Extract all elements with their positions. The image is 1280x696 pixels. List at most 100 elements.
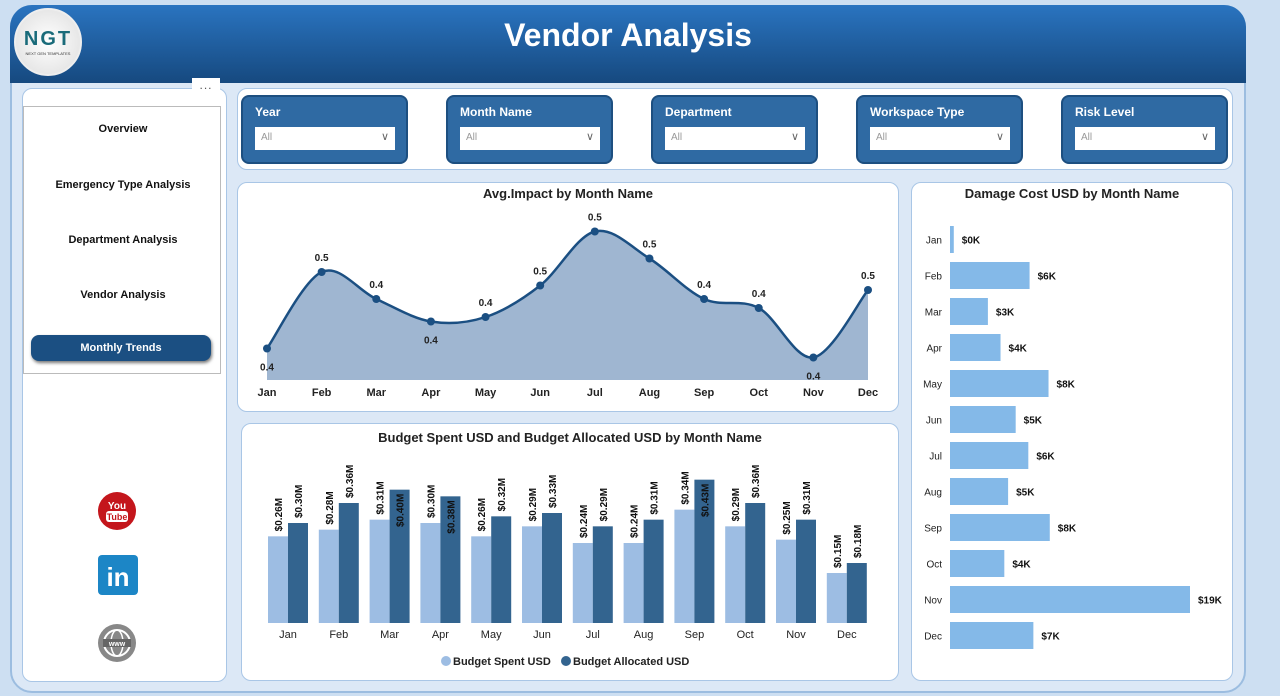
- filter-month-name: Month Name All ∨: [446, 95, 613, 164]
- x-tick-label: May: [481, 629, 502, 641]
- damage-bar: [950, 334, 1001, 361]
- y-tick-label: Jan: [926, 236, 942, 247]
- x-tick-label: Jan: [279, 629, 297, 641]
- nav-overview[interactable]: Overview: [98, 123, 148, 135]
- bar-allocated: [745, 503, 766, 623]
- x-tick-label: Mar: [366, 387, 386, 399]
- y-tick-label: Dec: [924, 632, 942, 643]
- bar-spent: [471, 536, 492, 623]
- more-options-button[interactable]: ...: [192, 78, 220, 94]
- filter-value: All: [261, 132, 273, 143]
- x-tick-label: Aug: [639, 387, 660, 399]
- chevron-down-icon: ∨: [1200, 131, 1209, 143]
- filter-value: All: [671, 132, 683, 143]
- data-label: $0.29M: [599, 488, 610, 521]
- web-icon[interactable]: www: [97, 623, 137, 663]
- filter-label: Workspace Type: [870, 105, 965, 119]
- damage-bar: [950, 550, 1005, 577]
- chevron-down-icon: ∨: [790, 131, 799, 143]
- data-point: [700, 295, 709, 303]
- bar-spent: [318, 529, 339, 623]
- data-label: $0.43M: [700, 484, 711, 517]
- data-point: [317, 268, 326, 276]
- filter-dropdown[interactable]: All ∨: [870, 127, 1010, 150]
- bar-spent: [522, 526, 542, 623]
- bar-allocated: [796, 519, 816, 623]
- bar-allocated: [491, 516, 512, 623]
- data-label: $0.30M: [426, 485, 437, 518]
- damage-bar: [950, 370, 1049, 397]
- bar-spent: [268, 536, 288, 623]
- x-tick-label: Apr: [421, 387, 441, 399]
- data-label: $3K: [996, 308, 1015, 319]
- data-label: 0.4: [479, 298, 493, 309]
- data-label: $0.38M: [446, 500, 457, 533]
- data-label: $5K: [1024, 416, 1043, 427]
- x-tick-label: Nov: [786, 629, 806, 641]
- data-label: 0.4: [806, 372, 820, 383]
- data-label: 0.4: [697, 280, 711, 291]
- nav-vendor-analysis[interactable]: Vendor Analysis: [80, 289, 166, 301]
- nav-monthly-trends[interactable]: Monthly Trends: [31, 335, 211, 361]
- y-tick-label: Apr: [926, 344, 942, 355]
- data-label: $0.26M: [477, 498, 488, 531]
- data-label: $0.40M: [396, 494, 407, 527]
- x-tick-label: Dec: [858, 387, 878, 399]
- x-tick-label: Feb: [329, 629, 348, 641]
- damage-bar: [950, 442, 1029, 469]
- legend-marker-spent: [441, 656, 451, 666]
- data-label: $0K: [962, 236, 981, 247]
- data-label: $0.18M: [853, 525, 864, 558]
- data-label: $7K: [1041, 632, 1060, 643]
- filter-label: Month Name: [460, 105, 532, 119]
- bar-spent: [420, 523, 441, 623]
- bar-spent: [826, 573, 847, 623]
- y-tick-label: Oct: [926, 560, 942, 571]
- filter-dropdown[interactable]: All ∨: [255, 127, 395, 150]
- data-label: $8K: [1058, 524, 1077, 535]
- bar-spent: [369, 519, 390, 623]
- damage-bar: [950, 406, 1016, 433]
- filter-label: Department: [665, 105, 732, 119]
- x-tick-label: Apr: [432, 629, 449, 641]
- logo-text: NGT: [23, 28, 73, 50]
- damage-bar: [950, 586, 1190, 613]
- filter-label: Year: [255, 105, 281, 119]
- data-label: 0.5: [643, 240, 657, 251]
- data-label: 0.5: [315, 253, 329, 264]
- svg-text:Tube: Tube: [107, 512, 128, 522]
- bar-spent: [725, 526, 746, 623]
- chevron-down-icon: ∨: [995, 131, 1004, 143]
- filter-dropdown[interactable]: All ∨: [665, 127, 805, 150]
- svg-text:You: You: [108, 501, 126, 512]
- x-tick-label: Jan: [258, 387, 277, 399]
- bar-spent: [674, 509, 695, 623]
- data-label: $0.36M: [751, 465, 762, 498]
- data-label: $0.29M: [528, 488, 539, 521]
- data-point: [536, 281, 545, 290]
- chart-title: Damage Cost USD by Month Name: [964, 186, 1180, 201]
- y-tick-label: Aug: [924, 488, 942, 499]
- filter-dropdown[interactable]: All ∨: [1075, 127, 1215, 150]
- data-point: [590, 227, 599, 236]
- data-label: 0.4: [369, 280, 383, 291]
- filter-workspace-type: Workspace Type All ∨: [856, 95, 1023, 164]
- damage-bar: [950, 226, 954, 253]
- x-tick-label: May: [475, 387, 497, 399]
- data-label: 0.5: [533, 267, 547, 278]
- filter-dropdown[interactable]: All ∨: [460, 127, 600, 150]
- data-label: $0.31M: [650, 481, 661, 514]
- bar-allocated: [440, 496, 461, 623]
- bar-allocated: [338, 503, 359, 623]
- filter-value: All: [466, 132, 478, 143]
- damage-bar: [950, 478, 1009, 505]
- nav-department-analysis[interactable]: Department Analysis: [68, 234, 178, 246]
- linkedin-icon[interactable]: in: [98, 555, 138, 595]
- nav-emergency-type-analysis[interactable]: Emergency Type Analysis: [55, 179, 191, 191]
- data-label: $0.15M: [833, 535, 844, 568]
- data-label: $0.26M: [274, 498, 285, 531]
- data-label: 0.5: [588, 213, 602, 224]
- data-label: 0.4: [260, 363, 274, 374]
